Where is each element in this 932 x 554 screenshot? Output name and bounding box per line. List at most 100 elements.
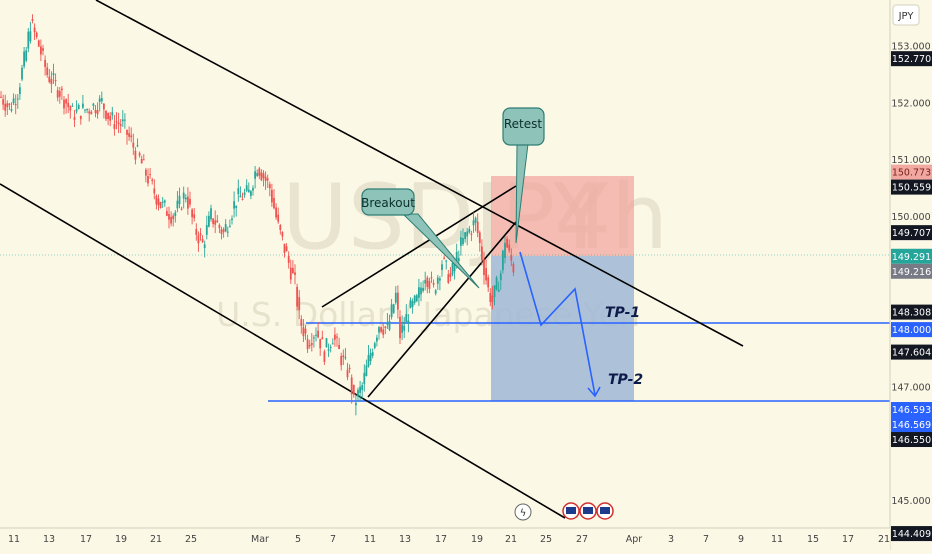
candle-body (361, 385, 364, 391)
wedge-lower-line[interactable] (367, 221, 517, 398)
candle-body (65, 99, 67, 104)
stop-loss-zone[interactable] (491, 176, 634, 256)
candle-body (266, 178, 269, 181)
candle-body (439, 278, 441, 281)
currency-badge[interactable] (892, 4, 920, 26)
time-tick-label: 5 (295, 534, 301, 545)
price-axis[interactable]: JPY 153.000152.000151.000150.000147.0001… (889, 0, 932, 550)
price-label-badge (891, 432, 932, 448)
candle-body (205, 225, 208, 235)
candle-body (384, 326, 387, 328)
candle-body (329, 347, 332, 349)
candle-body (378, 327, 380, 333)
price-label-value: 146.550 (892, 435, 931, 446)
candle-body (457, 258, 460, 262)
time-tick-label: 7 (703, 534, 709, 545)
time-tick-label: 11 (8, 534, 20, 545)
candle-body (258, 168, 261, 176)
price-tick-label: 152.000 (891, 98, 930, 109)
candle-body (63, 99, 65, 109)
take-profit-zone[interactable] (491, 256, 634, 401)
retest-callout[interactable]: Retest (502, 107, 545, 244)
time-tick-label: 25 (185, 534, 197, 545)
candle-body (149, 174, 151, 176)
candle-body (191, 209, 193, 218)
time-tick-label: 19 (471, 534, 483, 545)
candle-body (212, 218, 214, 224)
projection-path[interactable] (519, 251, 596, 396)
price-label-value: 152.770 (892, 54, 931, 65)
candle-body (82, 103, 84, 108)
candle-body (189, 198, 191, 205)
retest-callout-box (502, 107, 545, 146)
us-flag-glyph (583, 507, 593, 514)
lightning-glyph: ϟ (520, 508, 527, 519)
breakout-callout[interactable]: Breakout (361, 188, 480, 289)
candle-body (487, 277, 490, 288)
candle-body (4, 103, 7, 111)
candle-body (481, 246, 483, 260)
candle-body (476, 221, 479, 233)
candle-body (426, 277, 429, 287)
candle-body (466, 231, 469, 237)
candle-body (235, 205, 238, 208)
candle-body (174, 212, 177, 217)
candle-body (315, 334, 317, 336)
channel-upper-line[interactable] (95, 0, 744, 347)
candle-body (317, 330, 319, 338)
candle-body (355, 402, 357, 406)
candle-body (124, 119, 126, 121)
candle-body (159, 202, 162, 209)
price-label-badge (891, 51, 932, 67)
candle-body (386, 322, 389, 325)
time-axis-background (0, 528, 890, 550)
price-label-badge (891, 248, 932, 264)
candle-body (455, 251, 458, 262)
candle-body (245, 185, 248, 191)
candle-body (29, 31, 32, 42)
candle-body (172, 215, 175, 220)
candle-body (105, 110, 107, 120)
wedge-upper-line[interactable] (321, 185, 517, 308)
time-axis[interactable]: 11 13 17 19 21 25 Mar 5 7 11 13 17 19 21 25 27 Apr 3 7 9 11 1… (0, 527, 890, 550)
time-tick-label: 3 (668, 534, 674, 545)
channel-lower-line[interactable] (0, 183, 566, 519)
candle-body (134, 150, 137, 160)
candle-body (58, 91, 61, 97)
candle-body (447, 274, 450, 283)
candle-body (512, 264, 515, 273)
price-label-badge (891, 225, 932, 241)
candle-body (111, 112, 114, 116)
price-label-value: 147.604 (892, 348, 931, 359)
price-label-value: 149.707 (892, 228, 931, 239)
candle-body (193, 214, 196, 219)
candle-body (103, 103, 105, 110)
candle-body (489, 293, 492, 303)
candle-body (287, 255, 290, 263)
candle-body (46, 67, 49, 75)
candle-body (19, 87, 21, 95)
candle-body (77, 105, 80, 110)
price-axis-labels: 152.770 150.773 150.559 149.707 149.291 149.2… (891, 51, 932, 542)
candle-body (180, 208, 183, 210)
time-tick-label: 21 (150, 534, 162, 545)
candle-body (40, 46, 42, 55)
candle-body (327, 349, 330, 351)
candle-body (155, 195, 158, 205)
candle-body (44, 59, 46, 67)
price-label-badge (891, 417, 932, 433)
candle-body (313, 337, 315, 339)
price-tick-label: 147.000 (891, 382, 930, 393)
candle-body (31, 19, 34, 21)
candle-body (201, 239, 204, 243)
candle-body (33, 27, 36, 33)
event-icons[interactable]: ϟ (514, 502, 614, 521)
price-label-value: 149.291 (892, 252, 931, 263)
lightning-event-icon[interactable] (514, 503, 532, 521)
time-tick-label: 9 (738, 534, 744, 545)
candle-body (418, 287, 420, 298)
candle-body (161, 201, 164, 203)
time-tick-label: Mar (251, 534, 269, 545)
